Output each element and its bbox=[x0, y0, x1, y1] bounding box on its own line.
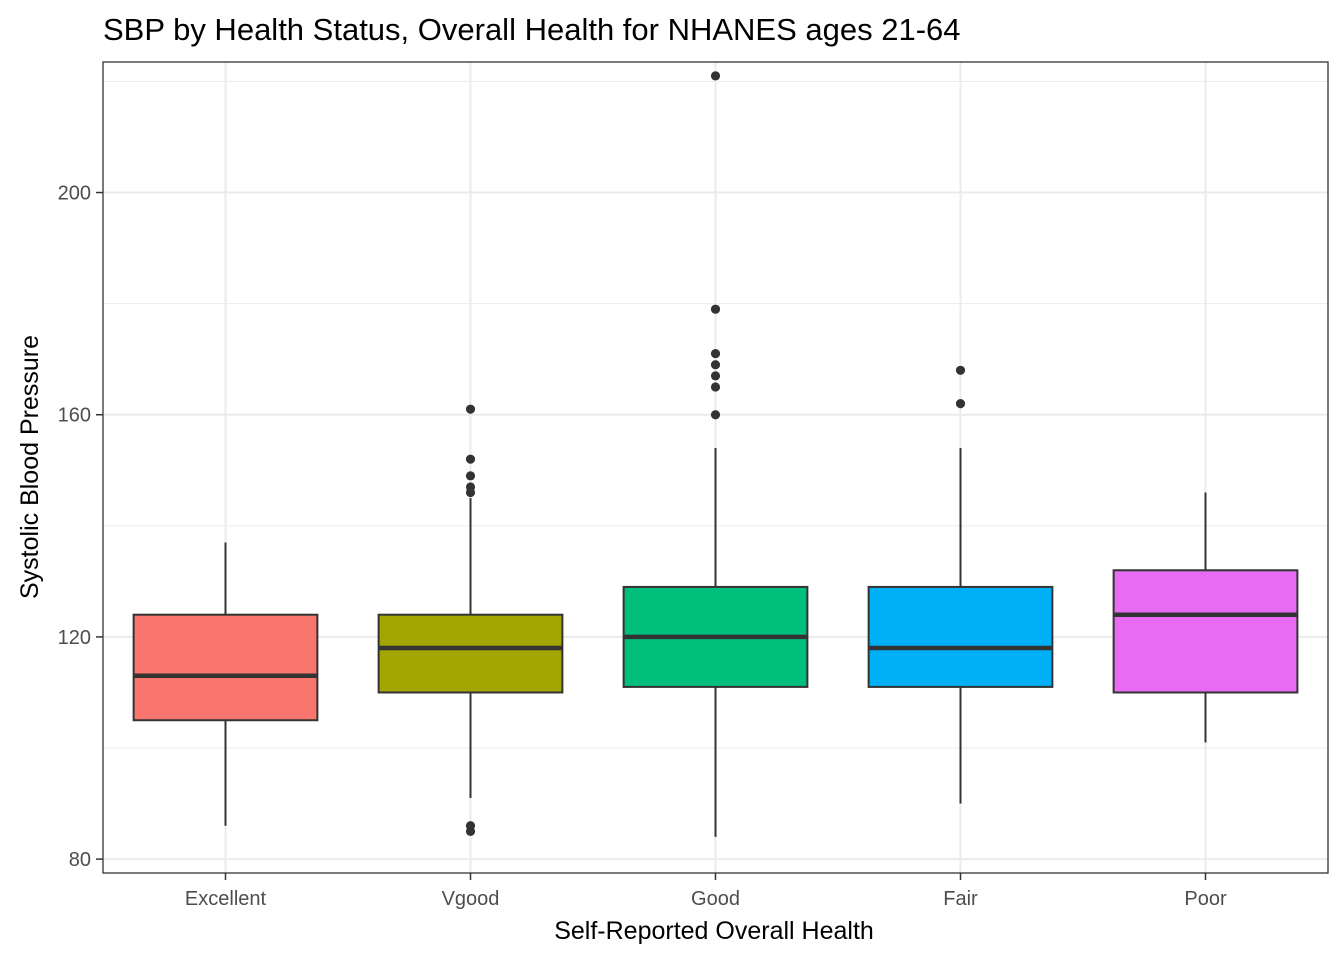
box-poor bbox=[1112, 492, 1299, 743]
x-tick-label: Excellent bbox=[185, 888, 267, 910]
x-tick-label: Fair bbox=[943, 888, 978, 910]
outlier-point bbox=[710, 304, 721, 314]
outlier-point bbox=[710, 349, 721, 359]
x-tick-label: Poor bbox=[1184, 888, 1227, 910]
box-iqr bbox=[132, 613, 319, 722]
box-iqr bbox=[1112, 569, 1299, 694]
outlier-point bbox=[465, 454, 476, 464]
outlier-point bbox=[710, 382, 721, 392]
x-tick-label: Good bbox=[691, 888, 740, 910]
box-iqr bbox=[867, 585, 1054, 688]
y-tick-label: 80 bbox=[69, 849, 91, 871]
y-axis-title: Systolic Blood Pressure bbox=[16, 335, 44, 599]
outlier-point bbox=[465, 404, 476, 414]
outlier-point bbox=[465, 826, 476, 836]
outlier-point bbox=[955, 399, 966, 409]
box-vgood bbox=[377, 404, 564, 836]
boxes bbox=[132, 71, 1299, 837]
box-excellent bbox=[132, 542, 319, 826]
y-tick-label: 200 bbox=[58, 183, 91, 205]
axes: 80 120 160 200 Excellent Vgood Good Fair Poor bbox=[58, 183, 1227, 910]
outlier-point bbox=[710, 410, 721, 420]
outlier-point bbox=[710, 360, 721, 370]
box-fair bbox=[867, 365, 1054, 804]
y-tick-label: 120 bbox=[58, 627, 91, 649]
box-good bbox=[622, 71, 809, 837]
outlier-point bbox=[465, 471, 476, 481]
y-tick-label: 160 bbox=[58, 405, 91, 427]
outlier-point bbox=[955, 365, 966, 375]
outlier-point bbox=[465, 487, 476, 498]
x-axis-title: Self-Reported Overall Health bbox=[554, 917, 874, 945]
box-iqr bbox=[377, 613, 564, 694]
x-tick-label: Vgood bbox=[442, 888, 500, 910]
outlier-point bbox=[710, 71, 721, 81]
outlier-point bbox=[710, 371, 721, 381]
chart-title: SBP by Health Status, Overall Health for… bbox=[103, 12, 961, 47]
